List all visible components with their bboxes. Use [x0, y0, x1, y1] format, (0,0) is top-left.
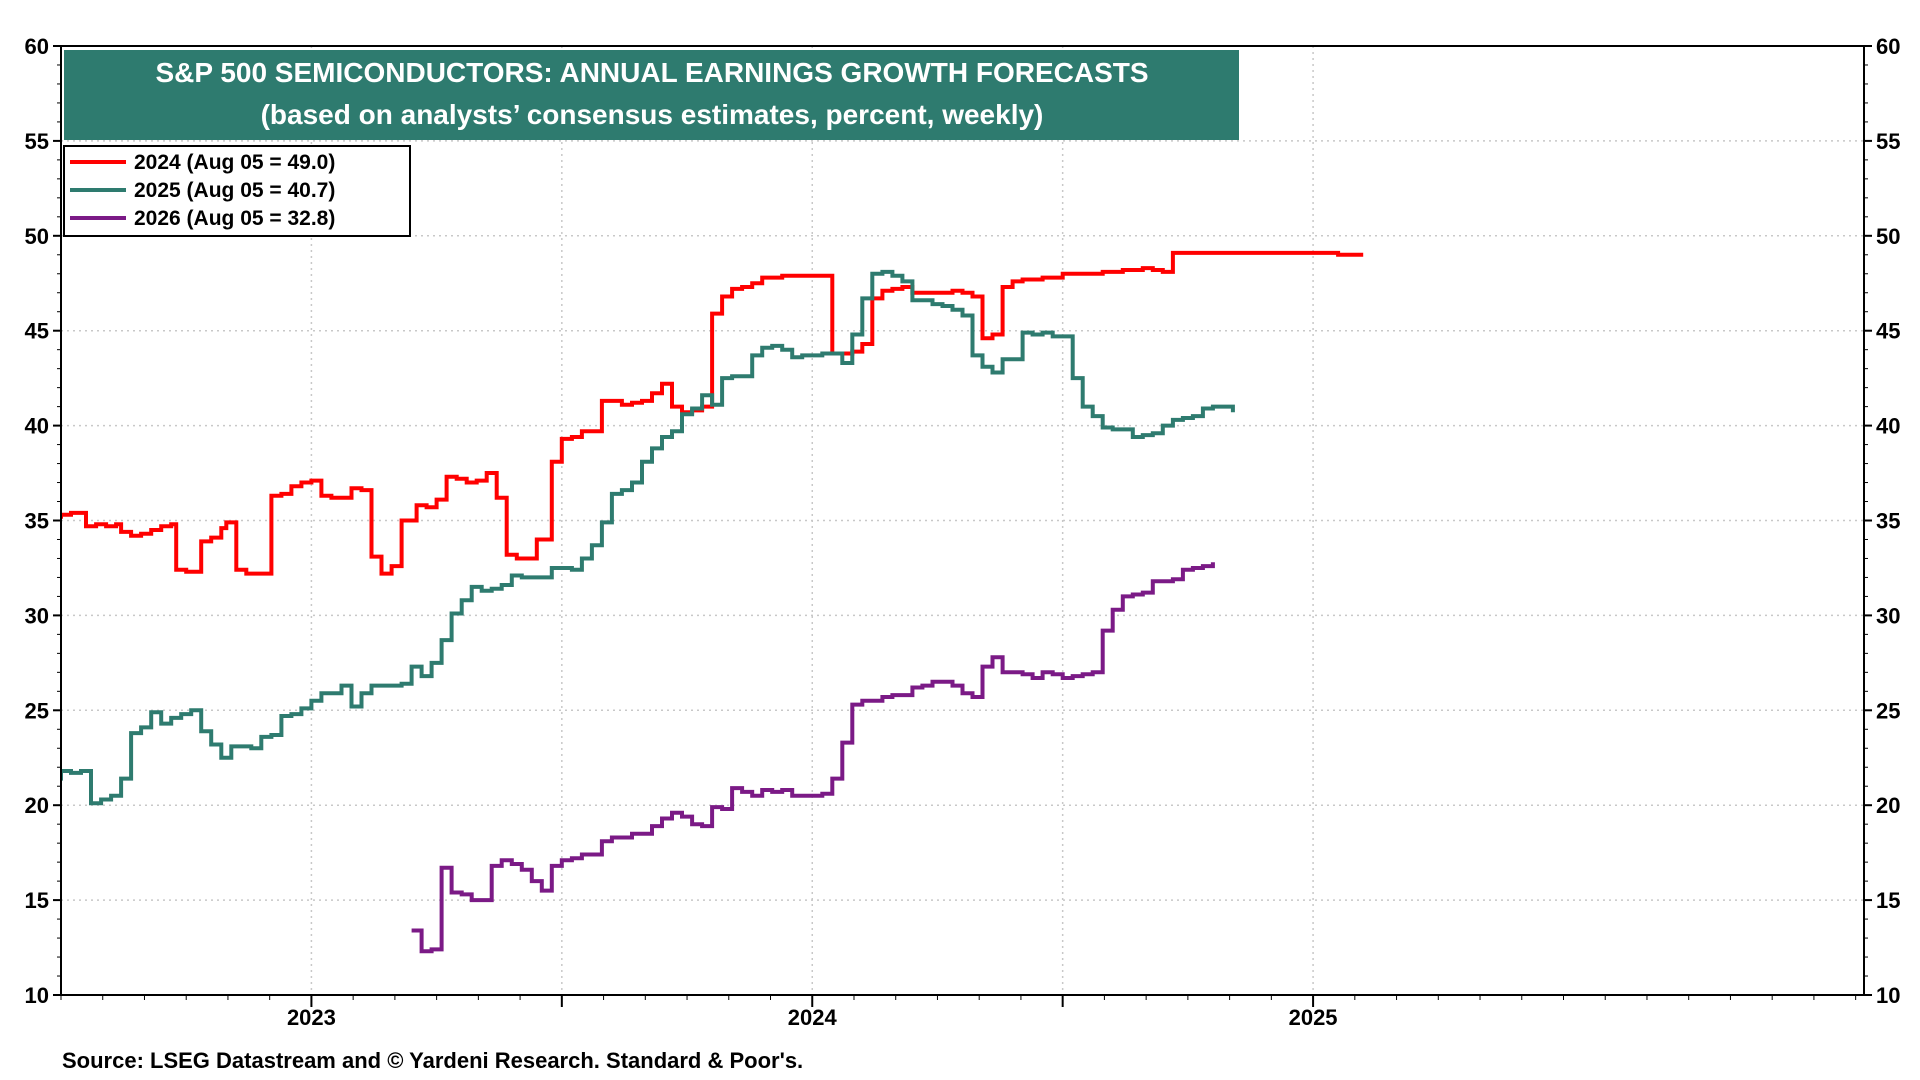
y-tick-label-left: 15	[25, 888, 49, 913]
x-tick-label: 2023	[287, 1005, 336, 1030]
y-tick-label-right: 55	[1876, 129, 1900, 154]
title-background	[64, 50, 1239, 140]
y-tick-label-left: 60	[25, 34, 49, 59]
y-tick-label-left: 35	[25, 509, 49, 534]
y-tick-label-right: 25	[1876, 698, 1900, 723]
y-tick-label-right: 35	[1876, 509, 1900, 534]
y-tick-label-right: 10	[1876, 983, 1900, 1008]
chart-title: S&P 500 SEMICONDUCTORS: ANNUAL EARNINGS …	[155, 57, 1148, 88]
legend-label-2026: 2026 (Aug 05 = 32.8)	[134, 207, 335, 230]
x-tick-label: 2024	[788, 1005, 838, 1030]
title-box: S&P 500 SEMICONDUCTORS: ANNUAL EARNINGS …	[64, 50, 1239, 140]
y-tick-label-right: 45	[1876, 319, 1900, 344]
y-tick-label-left: 25	[25, 698, 49, 723]
series-layer	[61, 250, 1364, 954]
series-line-2025	[61, 269, 1235, 806]
source-note: Source: LSEG Datastream and © Yardeni Re…	[62, 1048, 803, 1073]
y-tick-label-right: 60	[1876, 34, 1900, 59]
y-tick-label-right: 30	[1876, 603, 1900, 628]
y-tick-label-left: 40	[25, 414, 49, 439]
legend: 2024 (Aug 05 = 49.0) 2025 (Aug 05 = 40.7…	[63, 145, 411, 237]
y-tick-label-left: 45	[25, 319, 49, 344]
legend-label-2025: 2025 (Aug 05 = 40.7)	[134, 179, 335, 202]
y-tick-label-left: 50	[25, 224, 49, 249]
y-tick-label-left: 30	[25, 603, 49, 628]
y-tick-label-right: 50	[1876, 224, 1900, 249]
legend-label-2024: 2024 (Aug 05 = 49.0)	[134, 151, 335, 174]
series-line-2024	[61, 250, 1364, 576]
y-tick-label-left: 55	[25, 129, 49, 154]
x-tick-label: 2025	[1289, 1005, 1338, 1030]
y-tick-label-right: 40	[1876, 414, 1900, 439]
y-tick-label-right: 15	[1876, 888, 1900, 913]
y-tick-label-right: 20	[1876, 793, 1900, 818]
series-line-2026	[411, 562, 1215, 954]
y-tick-label-left: 20	[25, 793, 49, 818]
grid-layer	[61, 46, 1864, 995]
chart-subtitle: (based on analysts’ consensus estimates,…	[261, 99, 1044, 130]
y-tick-label-left: 10	[25, 983, 49, 1008]
